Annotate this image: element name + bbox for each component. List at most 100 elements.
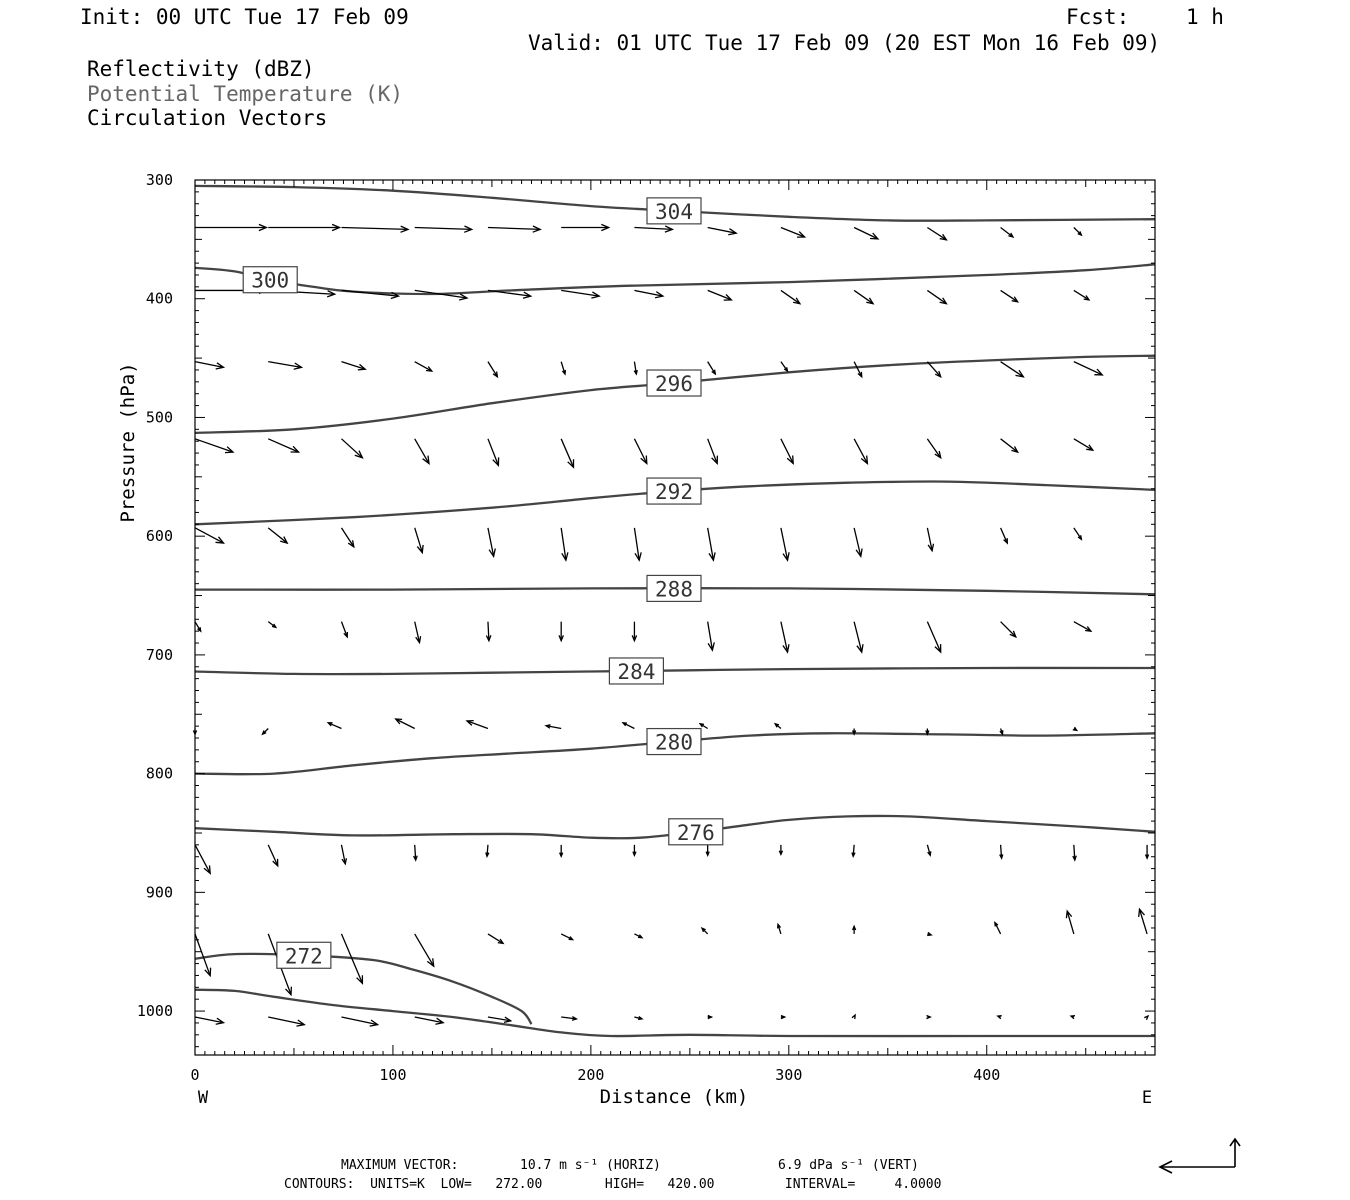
vector-head [1011,446,1020,454]
vector-shaft [341,1016,378,1026]
vector-head [927,543,935,553]
theta-contours [194,184,1156,1038]
vector-shaft [634,289,664,297]
vector-head [934,370,942,379]
vector-shaft [194,1016,224,1024]
contour-label-box [646,197,702,225]
vector-head [851,730,857,736]
vector-head [866,297,875,305]
x-axis-title: Distance (km) [600,1086,749,1108]
vector-head [707,642,715,652]
vector-head [485,852,490,858]
vector-shaft [341,226,408,231]
vector-shaft [267,438,299,453]
vector-shaft [414,844,417,861]
vector-head [601,223,611,232]
contour-label: 292 [655,480,693,504]
vector-head [934,450,942,460]
vector-shaft [487,438,500,466]
vector-shaft [994,922,1002,935]
vector-shaft [267,844,279,867]
vector-head [778,850,784,857]
vector-head [1015,369,1025,378]
vector-shaft [780,226,805,238]
vector-head [637,934,644,939]
vector-shaft [1073,438,1094,451]
vector-shaft [1073,361,1103,376]
vector-head [1069,1015,1076,1020]
vector-head [857,371,863,379]
vector-shaft [194,438,234,453]
vector-shaft [853,361,863,378]
vector-head [532,225,542,233]
vector-shaft [780,527,789,561]
vector-shaft [194,844,211,874]
vector-head [1008,232,1015,239]
vector-shaft [633,438,648,464]
vector-head [999,854,1004,860]
y-tick-label: 400 [146,290,173,308]
valid-time: Valid: 01 UTC Tue 17 Feb 09 (20 EST Mon … [528,31,1161,55]
vector-shaft [487,1016,511,1022]
contour-info: CONTOURS: UNITS=K LOW= 272.00 HIGH= 420.… [284,1177,942,1192]
vector-shaft [707,438,718,464]
contour-label-box [646,477,702,505]
vector-head [1009,630,1017,639]
vector-head [341,858,348,866]
vector-shaft [340,844,346,864]
vector-head [347,540,355,549]
vector-head [705,851,710,857]
vector-head [1011,296,1020,303]
vector-shaft [340,527,355,548]
vector-shaft [1073,844,1076,861]
vector-head [497,938,505,945]
vector-shaft [1073,621,1092,632]
vector-head [215,1017,226,1025]
max-vector-label: MAXIMUM VECTOR: [341,1158,459,1173]
vector-shaft [560,361,566,375]
vector-head [272,858,279,868]
vector-head [1077,231,1083,237]
vector-shaft [340,933,363,984]
forecast-label: Fcst: [1066,5,1130,29]
vector-shaft [707,226,737,234]
reference-vector-icon [1158,1137,1241,1174]
vector-shaft [487,621,490,641]
field-label-circulation-vectors: Circulation Vectors [87,106,328,130]
vector-shaft [853,289,874,305]
vector-head [591,291,601,299]
vector-head [925,730,930,736]
vector-head [285,986,293,997]
contour-label: 276 [677,821,715,845]
vector-shaft [466,720,489,730]
vector-head [400,225,410,233]
vector-shaft [267,527,288,544]
vector-head [1077,535,1083,541]
vector-head [258,223,268,232]
y-tick-label: 800 [146,765,173,783]
vector-shaft [341,361,366,370]
vector-head [782,552,790,562]
y-tick-label: 500 [146,408,173,426]
y-tick-label: 600 [146,527,173,545]
vector-head [293,362,304,370]
vector-head [640,455,648,465]
vector-shaft [622,722,635,730]
vector-shaft [560,527,567,561]
field-label-reflectivity: Reflectivity (dBZ) [87,57,315,81]
vector-head [567,459,575,469]
contour-label-box [276,941,332,969]
vector-shaft [487,361,498,378]
vector-head [773,722,780,728]
vector-shaft [414,361,433,372]
vector-head [296,1019,306,1027]
vector-head [271,623,278,629]
vector-shaft [634,226,673,231]
vector-head [786,455,794,466]
vector-head [1138,907,1145,917]
vector-head [851,1013,856,1020]
vector-head [544,724,551,729]
vector-head [855,548,863,559]
vector-shaft [487,527,495,557]
